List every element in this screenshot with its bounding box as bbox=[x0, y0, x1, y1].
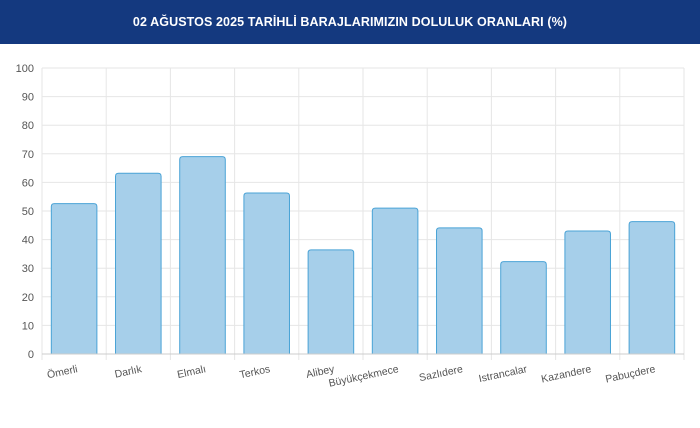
bar-kazandere[interactable] bbox=[564, 230, 611, 354]
bar-ömerli[interactable] bbox=[50, 203, 98, 354]
y-tick-label: 30 bbox=[22, 263, 34, 275]
x-tick-label: Alibey bbox=[305, 363, 336, 381]
bar-terkos[interactable] bbox=[243, 192, 290, 354]
chart-header: 02 AĞUSTOS 2025 TARİHLİ BARAJLARIMIZIN D… bbox=[0, 0, 700, 44]
bar-büyükçekmece[interactable] bbox=[371, 207, 419, 354]
y-tick-label: 20 bbox=[22, 292, 34, 304]
bar-elmalı[interactable] bbox=[179, 156, 226, 354]
x-tick-label: Istrancalar bbox=[478, 363, 529, 385]
bar-pabuçdere[interactable] bbox=[628, 221, 676, 354]
y-tick-label: 50 bbox=[22, 206, 34, 218]
y-tick-label: 40 bbox=[22, 235, 34, 247]
y-tick-label: 90 bbox=[22, 92, 34, 104]
bar-chart: 0 10 20 30 40 50 60 70 80 90 100 Ömerli Darlık Elmalı… bbox=[16, 63, 685, 390]
x-tick-label: Büyükçekmece bbox=[328, 363, 400, 390]
y-tick-label: 10 bbox=[22, 320, 34, 332]
y-tick-label: 100 bbox=[16, 63, 34, 75]
x-tick-label: Ömerli bbox=[46, 363, 79, 381]
y-tick-label: 80 bbox=[22, 120, 34, 132]
chart-title: 02 AĞUSTOS 2025 TARİHLİ BARAJLARIMIZIN D… bbox=[132, 15, 568, 29]
bar-istrancalar[interactable] bbox=[500, 261, 547, 354]
x-tick-label: Darlık bbox=[114, 363, 144, 381]
bar-sazlıdere[interactable] bbox=[436, 227, 483, 354]
bar-darlık[interactable] bbox=[115, 172, 162, 354]
x-tick-label: Sazlıdere bbox=[418, 363, 464, 384]
bar-alibey[interactable] bbox=[307, 249, 355, 354]
x-tick-label: Pabuçdere bbox=[604, 363, 656, 385]
y-tick-label: 60 bbox=[22, 177, 34, 189]
x-tick-label: Terkos bbox=[239, 363, 272, 381]
x-tick-label: Elmalı bbox=[176, 363, 207, 381]
y-tick-label: 0 bbox=[28, 349, 34, 361]
x-tick-label: Kazandere bbox=[540, 363, 592, 385]
y-tick-label: 70 bbox=[22, 149, 34, 161]
